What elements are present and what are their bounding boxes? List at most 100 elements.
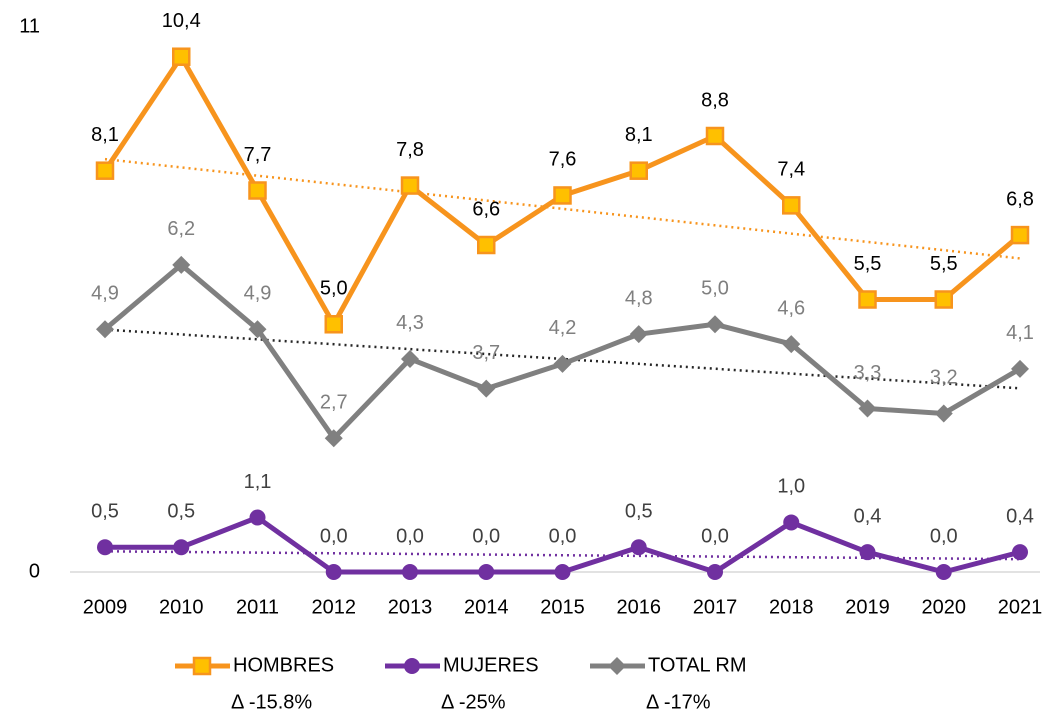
- data-label: 4,3: [396, 312, 424, 334]
- marker: [554, 564, 571, 580]
- data-label: 2,7: [320, 392, 348, 414]
- data-label: 0,5: [167, 501, 195, 523]
- data-label: 4,1: [1006, 322, 1034, 344]
- data-label: 3,2: [930, 367, 958, 389]
- marker: [1012, 544, 1028, 561]
- data-label: 4,8: [625, 287, 653, 309]
- data-label: 8,1: [625, 124, 653, 146]
- marker: [706, 315, 724, 334]
- marker: [782, 335, 801, 354]
- x-tick-label: 2021: [998, 596, 1043, 618]
- x-tick-label: 2013: [388, 596, 433, 618]
- data-label: 5,0: [701, 278, 729, 300]
- data-label: 0,5: [625, 501, 653, 523]
- data-label: 5,5: [854, 253, 882, 275]
- marker: [629, 325, 648, 344]
- data-label: 4,9: [244, 283, 272, 305]
- marker: [630, 539, 647, 556]
- marker: [97, 539, 113, 556]
- marker: [173, 539, 190, 556]
- y-tick-label: 0: [29, 560, 40, 582]
- marker: [249, 509, 266, 526]
- x-tick-label: 2012: [312, 596, 357, 618]
- marker: [401, 349, 419, 368]
- marker: [782, 196, 801, 215]
- marker: [553, 354, 572, 373]
- legend-item: TOTAL RM Δ -17%: [590, 654, 747, 713]
- data-label: 7,8: [396, 139, 424, 161]
- data-label: 6,2: [167, 218, 195, 240]
- marker: [935, 564, 952, 580]
- legend-label: MUJERES: [443, 654, 539, 676]
- data-label: 10,4: [162, 10, 201, 32]
- marker: [858, 399, 877, 418]
- data-label: 7,6: [549, 149, 577, 171]
- x-tick-label: 2017: [693, 596, 738, 618]
- legend-item: MUJERES Δ -25%: [385, 654, 539, 713]
- data-label: 1,1: [244, 471, 272, 493]
- marker: [934, 290, 953, 309]
- data-label: 5,0: [320, 278, 348, 300]
- marker: [1011, 359, 1029, 378]
- series-line: [103, 262, 1022, 441]
- marker: [192, 656, 212, 676]
- marker: [404, 658, 420, 674]
- marker: [783, 514, 800, 531]
- x-tick-label: 2016: [617, 596, 662, 618]
- marker: [248, 320, 267, 339]
- legend-label: TOTAL RM: [648, 654, 747, 676]
- x-tick-label: 2015: [540, 596, 585, 618]
- data-label: 4,6: [777, 297, 805, 319]
- marker: [324, 315, 343, 334]
- data-label: 0,0: [930, 525, 958, 547]
- legend-item: HOMBRES Δ -15.8%: [175, 654, 334, 713]
- data-label: 0,4: [854, 505, 882, 527]
- marker: [629, 161, 648, 180]
- legend-note: Δ -25%: [441, 691, 506, 713]
- marker: [96, 320, 114, 339]
- data-label: 0,5: [91, 501, 119, 523]
- data-label: 8,1: [91, 124, 119, 146]
- x-tick-label: 2009: [83, 596, 128, 618]
- data-label: 0,0: [701, 525, 729, 547]
- data-label: 0,0: [549, 525, 577, 547]
- data-label: 0,0: [320, 525, 348, 547]
- marker: [95, 161, 115, 180]
- data-label: 5,5: [930, 253, 958, 275]
- marker: [248, 181, 267, 200]
- x-tick-label: 2020: [922, 596, 967, 618]
- data-label: 7,7: [244, 144, 272, 166]
- trendline: [104, 157, 1021, 260]
- marker: [858, 290, 877, 309]
- x-tick-label: 2019: [845, 596, 890, 618]
- data-label: 0,4: [1006, 505, 1034, 527]
- marker: [478, 564, 495, 580]
- marker: [172, 255, 191, 274]
- legend-label: HOMBRES: [233, 654, 334, 676]
- marker: [707, 564, 723, 580]
- marker: [477, 379, 496, 398]
- marker: [1010, 225, 1030, 245]
- marker: [325, 564, 342, 580]
- legend-note: Δ -17%: [646, 691, 711, 713]
- marker: [859, 544, 876, 561]
- data-label: 6,8: [1006, 188, 1034, 210]
- data-label: 3,3: [854, 362, 882, 384]
- x-tick-label: 2014: [464, 596, 509, 618]
- data-label: 0,0: [472, 525, 500, 547]
- legend-note: Δ -15.8%: [231, 691, 312, 713]
- data-label: 3,7: [472, 342, 500, 364]
- x-tick-label: 2011: [236, 596, 279, 618]
- marker: [402, 564, 418, 580]
- marker: [553, 186, 572, 205]
- data-label: 6,6: [472, 198, 500, 220]
- y-tick-label: 11: [19, 15, 40, 37]
- data-label: 8,8: [701, 89, 729, 111]
- data-label: 0,0: [396, 525, 424, 547]
- marker: [705, 126, 725, 146]
- marker: [608, 657, 626, 675]
- x-tick-label: 2010: [159, 596, 204, 618]
- data-label: 1,0: [777, 476, 805, 498]
- data-label: 4,2: [549, 317, 577, 339]
